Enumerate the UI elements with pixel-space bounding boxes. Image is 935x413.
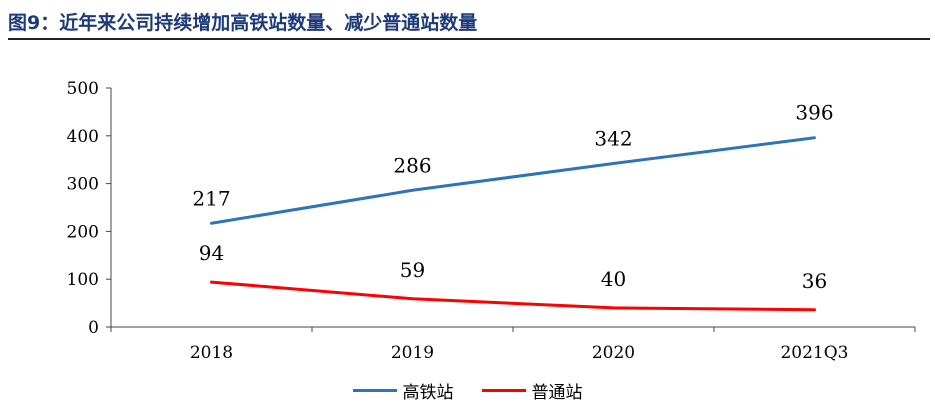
legend-label-high-speed: 高铁站: [402, 383, 454, 403]
y-tick-label: 400: [67, 127, 99, 147]
x-tick-label: 2020: [592, 343, 635, 363]
data-label-high-speed: 217: [192, 186, 230, 210]
data-label-regular: 40: [601, 267, 626, 291]
figure-title: 图9：近年来公司持续增加高铁站数量、减少普通站数量: [8, 12, 478, 34]
y-tick-label: 200: [67, 222, 99, 242]
title-divider: [8, 38, 930, 40]
x-tick-label: 2021Q3: [780, 343, 848, 363]
y-tick-label: 300: [67, 175, 99, 195]
data-labels: 217 286 342 396 94 59 40 36: [192, 101, 833, 293]
axes: 0 100 200 300 400 500 2018 2019 2020 2021Q3: [67, 79, 916, 363]
legend-swatch-regular: [481, 389, 526, 392]
data-label-high-speed: 396: [795, 101, 833, 125]
series-line-regular: [210, 280, 816, 312]
data-label-regular: 59: [400, 258, 425, 282]
legend-item-regular: 普通站: [481, 378, 583, 403]
data-label-regular: 94: [199, 241, 224, 265]
legend-item-high-speed: 高铁站: [352, 378, 454, 403]
legend: 高铁站 普通站: [0, 378, 935, 403]
x-tick-label: 2018: [190, 343, 233, 363]
data-label-regular: 36: [802, 269, 827, 293]
legend-swatch-high-speed: [352, 389, 397, 392]
y-tick-label: 500: [67, 79, 99, 99]
series-line-high-speed: [210, 136, 816, 225]
y-tick-label: 100: [67, 270, 99, 290]
x-tick-label: 2019: [391, 343, 434, 363]
data-label-high-speed: 286: [393, 153, 431, 177]
legend-label-regular: 普通站: [531, 383, 583, 403]
data-label-high-speed: 342: [594, 127, 632, 151]
y-tick-label: 0: [88, 318, 99, 338]
series-lines: [210, 136, 816, 312]
line-chart: 0 100 200 300 400 500 2018 2019 2020 2021Q3 217 28…: [67, 79, 916, 363]
